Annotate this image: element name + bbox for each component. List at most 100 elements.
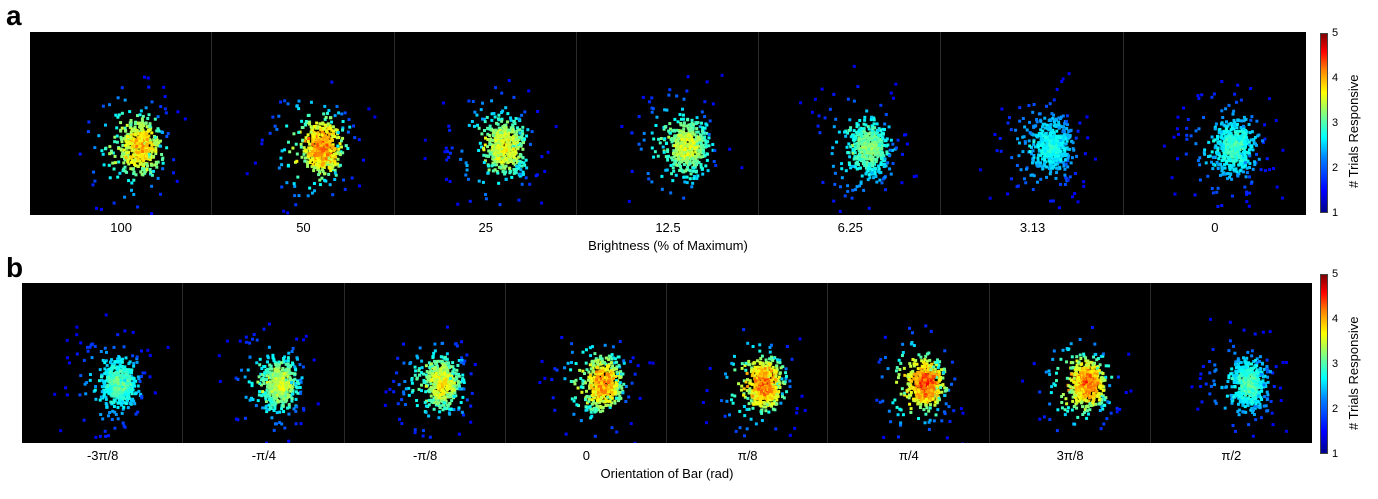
heatmap-point [678, 129, 682, 133]
heatmap-point [1031, 173, 1035, 177]
heatmap-point [126, 390, 130, 394]
heatmap-point [299, 380, 303, 384]
heatmap-point [1042, 134, 1046, 138]
heatmap-point [1066, 123, 1070, 127]
heatmap-point [290, 371, 294, 375]
heatmap-point [1054, 147, 1058, 151]
heatmap-point [1239, 156, 1243, 160]
heatmap-point [674, 149, 678, 153]
heatmap-point [286, 375, 290, 379]
heatmap-point [316, 152, 319, 156]
heatmap-point [297, 107, 301, 111]
heatmap-point [266, 381, 270, 385]
heatmap-point [1018, 141, 1022, 145]
heatmap-point [427, 398, 431, 402]
heatmap-point [1242, 135, 1246, 139]
heatmap-point [312, 148, 316, 151]
heatmap-point [358, 184, 362, 188]
heatmap-point [1274, 119, 1278, 122]
heatmap-point [1044, 132, 1048, 136]
heatmap-point [131, 132, 135, 136]
heatmap-point [1045, 175, 1049, 179]
heatmap-point [117, 399, 121, 403]
heatmap-point [309, 158, 313, 162]
heatmap-point [799, 101, 803, 105]
heatmap-point [1049, 131, 1053, 135]
heatmap-point [1032, 143, 1036, 147]
heatmap-point [1049, 102, 1053, 106]
heatmap-point [1031, 161, 1035, 165]
heatmap-point [137, 130, 141, 134]
heatmap-point [130, 368, 134, 372]
heatmap-point [165, 135, 169, 138]
heatmap-point [139, 109, 143, 113]
heatmap-point [319, 183, 323, 187]
heatmap-point [668, 88, 672, 92]
heatmap-point [265, 410, 269, 414]
heatmap-point [261, 406, 265, 410]
heatmap-point [138, 113, 142, 117]
heatmap-point [1244, 142, 1248, 146]
heatmap-point [1038, 132, 1042, 135]
heatmap-point [693, 150, 697, 154]
heatmap-point [1086, 136, 1090, 140]
heatmap-point [1082, 184, 1086, 188]
heatmap-point [401, 361, 405, 365]
heatmap-point [682, 97, 686, 101]
heatmap-point [855, 125, 859, 129]
heatmap-cell-a-4 [759, 32, 942, 215]
heatmap-point [683, 154, 687, 158]
heatmap-point [678, 165, 682, 168]
heatmap-point [1036, 120, 1040, 124]
heatmap-point [661, 145, 665, 149]
heatmap-point [1241, 145, 1245, 149]
heatmap-point [1225, 130, 1229, 134]
heatmap-point [1034, 124, 1038, 128]
heatmap-point [261, 138, 264, 142]
heatmap-point [130, 158, 134, 162]
heatmap-point [655, 115, 659, 119]
heatmap-point [879, 134, 883, 138]
heatmap-point [1236, 163, 1240, 167]
heatmap-point [126, 132, 130, 136]
heatmap-point [119, 358, 123, 362]
heatmap-point [119, 382, 123, 386]
heatmap-point [1234, 140, 1238, 144]
heatmap-point [272, 400, 276, 404]
heatmap-point [287, 394, 291, 398]
heatmap-point [513, 122, 517, 126]
heatmap-point [857, 130, 861, 133]
heatmap-point [1041, 129, 1045, 133]
heatmap-point [672, 136, 676, 140]
heatmap-point [123, 152, 127, 155]
heatmap-point [1230, 144, 1234, 148]
heatmap-point [252, 333, 256, 336]
heatmap-point [110, 394, 114, 398]
heatmap-point [1247, 123, 1251, 126]
heatmap-point [853, 165, 857, 169]
heatmap-point [840, 162, 844, 166]
heatmap-point [148, 122, 152, 126]
heatmap-point [123, 386, 127, 390]
heatmap-point [296, 175, 300, 179]
heatmap-point [1253, 142, 1257, 146]
heatmap-point [120, 137, 123, 141]
heatmap-point [113, 362, 117, 365]
heatmap-point [490, 112, 494, 116]
heatmap-point [1242, 150, 1246, 153]
heatmap-point [494, 132, 498, 136]
heatmap-point [306, 194, 310, 198]
heatmap-point [109, 390, 113, 394]
heatmap-point [894, 82, 898, 86]
heatmap-point [489, 99, 493, 103]
heatmap-point [145, 142, 149, 146]
heatmap-point [299, 392, 303, 395]
heatmap-point [1202, 148, 1206, 152]
heatmap-point [163, 95, 167, 99]
panel-a-xlabel: Brightness (% of Maximum) [588, 238, 748, 253]
heatmap-point [686, 134, 690, 138]
heatmap-point [66, 356, 70, 360]
heatmap-point [1242, 141, 1246, 145]
heatmap-point [427, 403, 431, 407]
heatmap-point [1032, 158, 1036, 162]
